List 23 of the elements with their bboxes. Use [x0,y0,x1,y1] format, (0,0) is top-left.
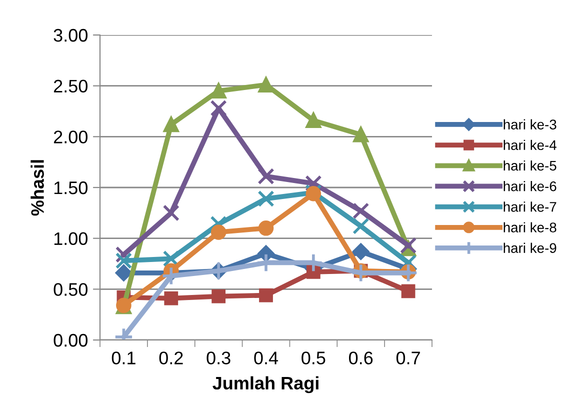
x-axis-title: Jumlah Ragi [212,376,318,394]
x-tick-label: 0.5 [302,352,326,364]
legend-label: hari ke-7 [504,202,556,212]
x-tick-label: 0.3 [206,352,230,364]
y-tick-label: 0.50 [54,283,88,296]
y-tick-label: 2.50 [54,80,88,93]
legend-label: hari ke-3 [504,119,556,130]
x-tick-label: 0.2 [159,352,183,364]
y-axis-title: %hasil [30,160,44,216]
legend-label: hari ke-5 [504,160,556,171]
x-tick-label: 0.4 [254,352,278,364]
y-tick-label: 1.00 [54,232,88,246]
y-tick-label: 3.00 [54,28,88,42]
y-tick-label: 2.00 [54,130,88,144]
x-tick-label: 0.7 [396,352,420,364]
legend-label: hari ke-9 [504,242,556,253]
x-tick-label: 0.6 [349,352,373,364]
y-tick-label: 0.00 [54,334,88,347]
legend-label: hari ke-6 [504,181,556,192]
y-tick-label: 1.50 [54,181,88,194]
x-tick-label: 0.1 [112,352,136,364]
legend-label: hari ke-8 [504,222,556,232]
legend-label: hari ke-4 [504,140,556,150]
